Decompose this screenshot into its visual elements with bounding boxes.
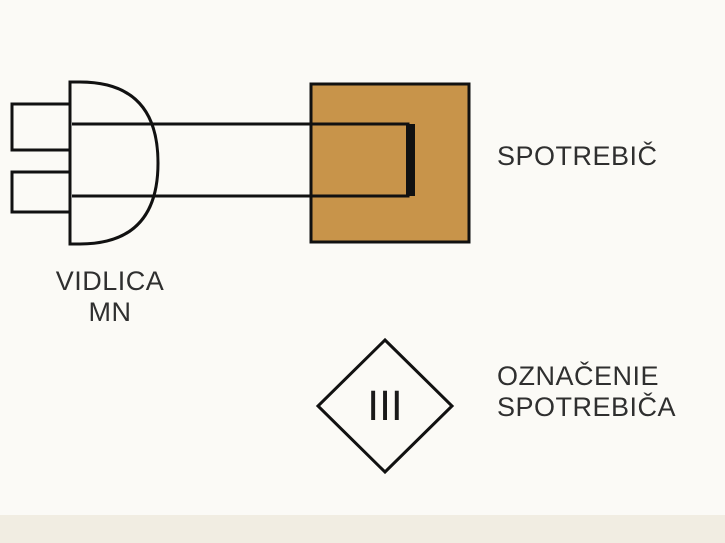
marking-label-line1: OZNAČENIE	[497, 361, 660, 391]
marking-numeral: III	[367, 384, 402, 430]
marking-label: OZNAČENIE SPOTREBIČA	[497, 361, 676, 423]
plug-pin-bottom	[10, 170, 72, 214]
plug-label-line1: VIDLICA	[55, 266, 165, 296]
plug-pin-top	[10, 102, 72, 152]
appliance-box	[309, 82, 471, 244]
appliance-label-text: SPOTREBIČ	[497, 141, 658, 171]
plug-body	[68, 80, 160, 246]
plug-label-line2: MN	[88, 297, 132, 327]
appliance-label: SPOTREBIČ	[497, 141, 658, 172]
bottom-band	[0, 515, 725, 543]
marking-symbol: III	[315, 337, 455, 475]
appliance-terminal	[406, 124, 415, 196]
plug-label: VIDLICA MN	[35, 266, 185, 328]
appliance-symbol	[309, 82, 471, 244]
marking-diamond	[315, 337, 455, 475]
marking-label-line2: SPOTREBIČA	[497, 392, 677, 422]
plug-symbol	[10, 80, 160, 246]
